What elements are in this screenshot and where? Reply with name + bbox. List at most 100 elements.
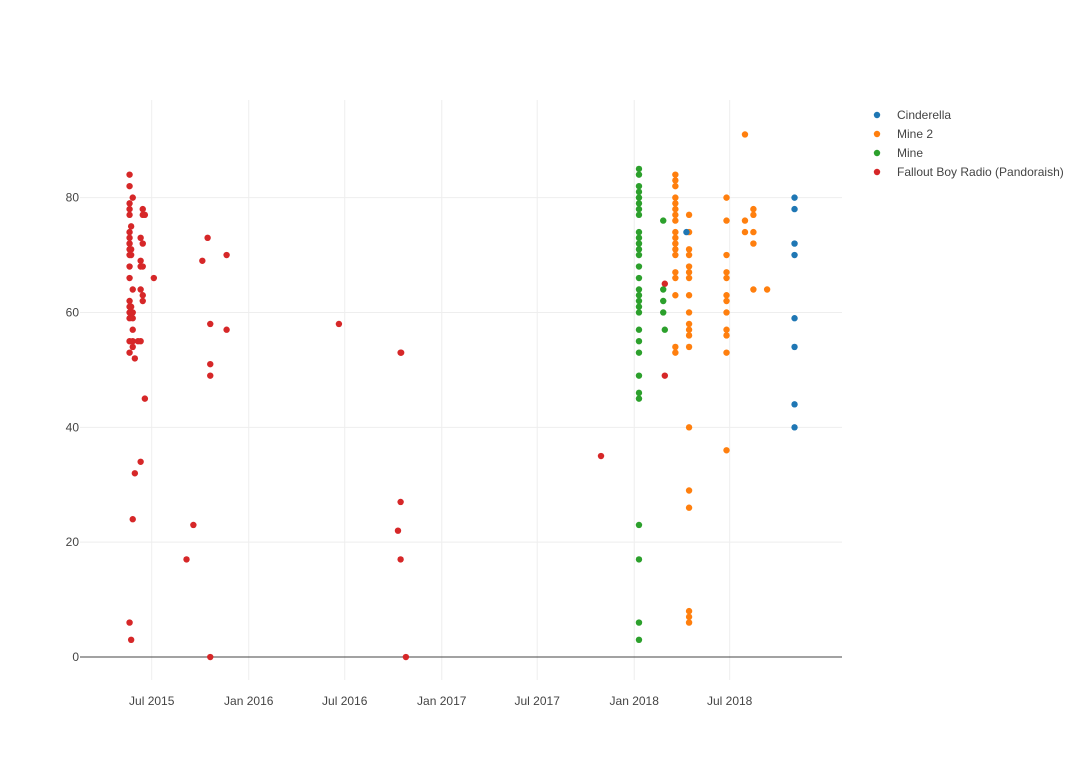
data-point[interactable] xyxy=(635,337,643,345)
legend[interactable]: Cinderella Mine 2 Mine Fallout Boy Radio (P… xyxy=(873,108,1064,179)
data-point[interactable] xyxy=(127,251,135,259)
data-point[interactable] xyxy=(139,205,146,213)
data-point[interactable] xyxy=(685,309,693,316)
data-point[interactable] xyxy=(635,228,643,236)
data-point[interactable] xyxy=(126,297,133,305)
data-point[interactable] xyxy=(126,234,133,242)
data-point[interactable] xyxy=(635,165,643,173)
data-point[interactable] xyxy=(723,349,730,356)
data-point[interactable] xyxy=(672,200,679,207)
data-point[interactable] xyxy=(672,177,679,184)
data-point[interactable] xyxy=(126,205,133,213)
data-point[interactable] xyxy=(750,240,757,247)
data-point[interactable] xyxy=(685,326,693,333)
data-point[interactable] xyxy=(672,234,679,242)
data-point[interactable] xyxy=(183,556,190,563)
data-point[interactable] xyxy=(635,240,643,247)
data-point[interactable] xyxy=(129,343,136,351)
data-point[interactable] xyxy=(661,326,669,333)
data-point[interactable] xyxy=(635,309,643,316)
data-point[interactable] xyxy=(137,337,144,345)
data-point[interactable] xyxy=(635,171,643,178)
data-point[interactable] xyxy=(685,424,693,431)
data-point[interactable] xyxy=(685,269,693,276)
data-point[interactable] xyxy=(335,320,343,328)
data-point[interactable] xyxy=(660,217,667,224)
data-point[interactable] xyxy=(685,292,693,299)
data-point[interactable] xyxy=(397,498,404,506)
data-point[interactable] xyxy=(741,131,749,138)
data-point[interactable] xyxy=(685,607,693,615)
data-point[interactable] xyxy=(685,251,693,259)
data-point[interactable] xyxy=(635,251,643,259)
data-point[interactable] xyxy=(126,619,133,626)
data-point[interactable] xyxy=(750,286,757,293)
data-point[interactable] xyxy=(723,292,730,299)
data-point[interactable] xyxy=(207,653,214,661)
data-point[interactable] xyxy=(660,309,667,316)
data-point[interactable] xyxy=(723,251,730,259)
data-point[interactable] xyxy=(635,297,643,305)
data-point[interactable] xyxy=(635,274,643,282)
data-point[interactable] xyxy=(635,194,643,201)
legend-item[interactable]: Mine 2 xyxy=(873,127,934,141)
data-point[interactable] xyxy=(190,521,197,529)
data-point[interactable] xyxy=(129,315,136,322)
data-point[interactable] xyxy=(750,228,757,236)
data-point[interactable] xyxy=(685,320,693,328)
data-point[interactable] xyxy=(672,251,679,259)
data-point[interactable] xyxy=(635,326,643,333)
data-point[interactable] xyxy=(139,292,146,299)
data-point[interactable] xyxy=(635,389,643,397)
data-point[interactable] xyxy=(723,332,730,339)
data-point[interactable] xyxy=(635,521,643,529)
data-point[interactable] xyxy=(129,309,136,316)
data-point[interactable] xyxy=(126,240,133,247)
data-point[interactable] xyxy=(126,171,133,178)
data-point[interactable] xyxy=(791,343,798,351)
data-point[interactable] xyxy=(635,234,643,242)
data-point[interactable] xyxy=(635,263,643,270)
data-point[interactable] xyxy=(685,263,693,270)
data-point[interactable] xyxy=(635,205,643,213)
data-point[interactable] xyxy=(750,211,757,219)
data-point[interactable] xyxy=(672,269,679,276)
data-point[interactable] xyxy=(397,556,404,563)
data-point[interactable] xyxy=(791,240,798,247)
data-point[interactable] xyxy=(141,211,149,219)
data-point[interactable] xyxy=(723,194,730,201)
data-point[interactable] xyxy=(791,251,798,259)
data-point[interactable] xyxy=(685,211,693,219)
data-point[interactable] xyxy=(723,217,730,224)
data-point[interactable] xyxy=(126,211,133,219)
data-point[interactable] xyxy=(672,240,679,247)
data-point[interactable] xyxy=(635,372,643,379)
data-point[interactable] xyxy=(791,315,798,322)
data-point[interactable] xyxy=(129,337,136,345)
data-point[interactable] xyxy=(126,200,133,207)
data-point[interactable] xyxy=(139,240,146,247)
data-point[interactable] xyxy=(672,182,679,190)
data-point[interactable] xyxy=(741,217,749,224)
data-point[interactable] xyxy=(394,527,402,534)
data-point[interactable] xyxy=(661,280,669,287)
data-point[interactable] xyxy=(129,326,136,333)
data-point[interactable] xyxy=(672,194,679,201)
data-point[interactable] xyxy=(723,269,730,276)
data-point[interactable] xyxy=(791,401,798,408)
data-point[interactable] xyxy=(635,200,643,207)
data-point[interactable] xyxy=(126,263,133,270)
data-point[interactable] xyxy=(635,246,643,253)
data-point[interactable] xyxy=(137,257,144,264)
data-point[interactable] xyxy=(402,653,410,661)
legend-item[interactable]: Fallout Boy Radio (Pandoraish) xyxy=(873,165,1064,179)
data-point[interactable] xyxy=(791,424,798,431)
data-point[interactable] xyxy=(791,205,798,213)
data-point[interactable] xyxy=(672,171,679,178)
data-point[interactable] xyxy=(139,297,146,305)
data-point[interactable] xyxy=(129,286,136,293)
data-point[interactable] xyxy=(685,274,693,282)
data-point[interactable] xyxy=(660,286,667,293)
data-point[interactable] xyxy=(127,246,135,253)
data-point[interactable] xyxy=(137,286,144,293)
